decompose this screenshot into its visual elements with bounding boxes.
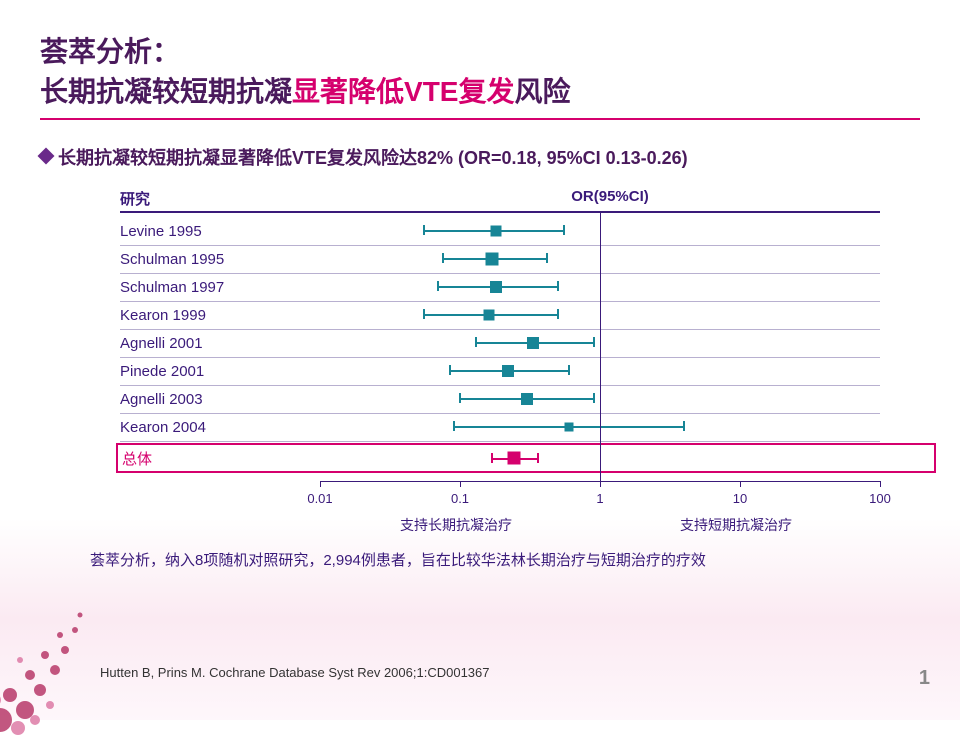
ci-cap <box>563 225 565 235</box>
point-estimate <box>490 281 502 293</box>
title-pre: 长期抗凝较短期抗凝 <box>40 76 292 107</box>
axis-tick <box>600 481 601 487</box>
axis-tick-label: 0.01 <box>307 491 332 506</box>
axis-tick <box>740 481 741 487</box>
slide: 荟萃分析： 长期抗凝较短期抗凝显著降低VTE复发风险 长期抗凝较短期抗凝显著降低… <box>0 0 960 720</box>
ci-cap <box>475 337 477 347</box>
ci-cap <box>593 393 595 403</box>
decorative-flourish-icon <box>0 580 140 740</box>
title-line2: 长期抗凝较短期抗凝显著降低VTE复发风险 <box>40 70 920 110</box>
overall-plot <box>322 444 934 472</box>
ci-cap <box>453 421 455 431</box>
ci-cap <box>537 453 539 463</box>
forest-row: Schulman 1995 <box>120 245 880 273</box>
study-label: Pinede 2001 <box>120 363 320 380</box>
forest-row: Kearon 1999 <box>120 301 880 329</box>
ci-cap <box>459 393 461 403</box>
forest-row: Agnelli 2003 <box>120 385 880 413</box>
point-estimate <box>483 310 494 321</box>
study-label: Agnelli 2001 <box>120 335 320 352</box>
title-line1: 荟萃分析： <box>40 30 920 70</box>
title-post: 风险 <box>514 76 570 107</box>
row-separator <box>120 441 880 442</box>
forest-plot: 研究 OR(95%CI) Levine 1995 Schulman 1995 Sch… <box>120 188 880 541</box>
overall-label: 总体 <box>122 448 322 469</box>
point-estimate <box>521 393 533 405</box>
title-block: 荟萃分析： 长期抗凝较短期抗凝显著降低VTE复发风险 <box>40 30 920 110</box>
point-estimate <box>486 253 499 266</box>
axis-tick-label: 100 <box>869 491 891 506</box>
axis-tick <box>320 481 321 487</box>
forest-row: Agnelli 2001 <box>120 329 880 357</box>
study-label: Agnelli 2003 <box>120 391 320 408</box>
reference-line <box>600 213 601 481</box>
ci-cap <box>491 453 493 463</box>
ci-cap <box>568 365 570 375</box>
ci-cap <box>683 421 685 431</box>
point-estimate <box>502 365 514 377</box>
point-estimate <box>490 226 501 237</box>
study-label: Schulman 1995 <box>120 251 320 268</box>
forest-row: Levine 1995 <box>120 217 880 245</box>
forest-row: Kearon 2004 <box>120 413 880 441</box>
axis-area: 0.010.1110100支持长期抗凝治疗支持短期抗凝治疗 <box>320 481 880 541</box>
header-or: OR(95%CI) <box>330 188 890 209</box>
bullet-text: 长期抗凝较短期抗凝显著降低VTE复发风险达82% (OR=0.18, 95%CI… <box>58 144 688 170</box>
title-underline <box>40 118 920 120</box>
axis-tick <box>880 481 881 487</box>
study-label: Levine 1995 <box>120 223 320 240</box>
overall-point <box>508 452 521 465</box>
chart-header: 研究 OR(95%CI) <box>120 188 880 209</box>
ci-cap <box>437 281 439 291</box>
citation: Hutten B, Prins M. Cochrane Database Sys… <box>100 665 490 680</box>
study-label: Kearon 1999 <box>120 307 320 324</box>
ci-cap <box>423 225 425 235</box>
ci-cap <box>557 309 559 319</box>
axis-label-right: 支持短期抗凝治疗 <box>680 515 792 535</box>
plot-area: Levine 1995 Schulman 1995 Schulman 1997 Kea… <box>120 213 880 481</box>
title-highlight: 显著降低VTE复发 <box>292 76 514 107</box>
header-study: 研究 <box>120 188 320 209</box>
overall-row: 总体 <box>116 443 936 473</box>
axis-tick-label: 0.1 <box>451 491 469 506</box>
ci-cap <box>593 337 595 347</box>
page-number: 1 <box>919 667 930 690</box>
axis-tick <box>460 481 461 487</box>
forest-row: Pinede 2001 <box>120 357 880 385</box>
ci-cap <box>546 253 548 263</box>
axis-tick-label: 1 <box>596 491 603 506</box>
diamond-icon <box>38 148 55 165</box>
ci-cap <box>449 365 451 375</box>
forest-row: Schulman 1997 <box>120 273 880 301</box>
bullet-row: 长期抗凝较短期抗凝显著降低VTE复发风险达82% (OR=0.18, 95%CI… <box>40 144 920 170</box>
point-estimate <box>564 423 573 432</box>
study-label: Schulman 1997 <box>120 279 320 296</box>
footer-note: 荟萃分析，纳入8项随机对照研究，2,994例患者，旨在比较华法林长期治疗与短期治… <box>90 549 706 570</box>
ci-cap <box>423 309 425 319</box>
axis-tick-label: 10 <box>733 491 747 506</box>
study-label: Kearon 2004 <box>120 419 320 436</box>
point-estimate <box>527 337 539 349</box>
ci-cap <box>442 253 444 263</box>
ci-cap <box>557 281 559 291</box>
axis-label-left: 支持长期抗凝治疗 <box>400 515 512 535</box>
